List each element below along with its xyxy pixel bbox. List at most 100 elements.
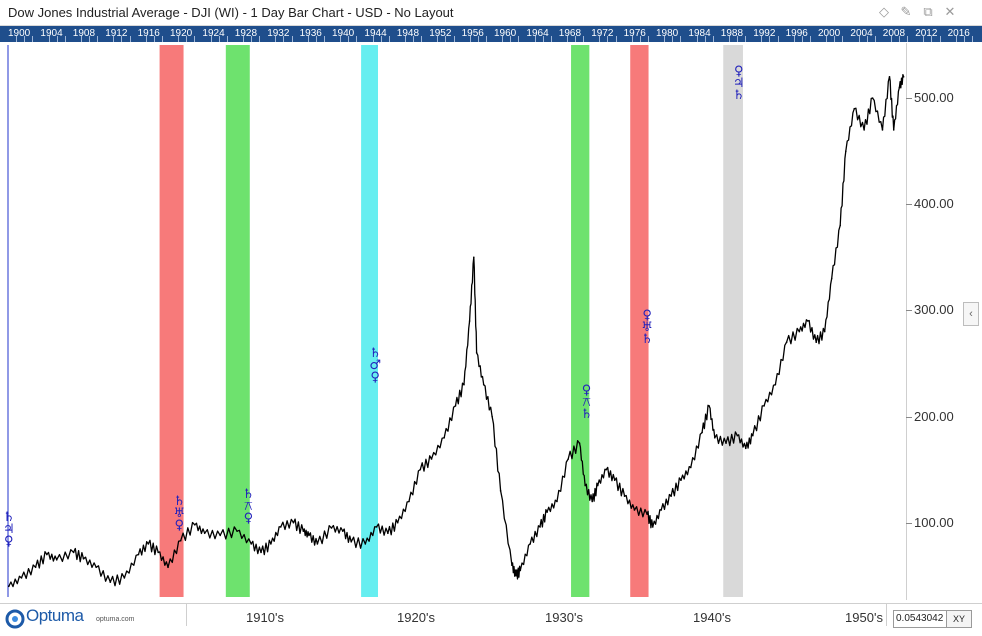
year-ruler[interactable]: 1900 1904 1908 1912 1916 1920 1924 1928 1932 1936… bbox=[0, 26, 982, 42]
ruler-tick bbox=[404, 36, 406, 42]
xy-button[interactable]: XY bbox=[946, 610, 972, 628]
y-axis-tick bbox=[906, 98, 912, 100]
price-point bbox=[387, 532, 389, 535]
ruler-year-label: 1928 bbox=[234, 28, 258, 39]
ruler-tick bbox=[866, 36, 868, 42]
astro-glyph[interactable]: ♅ bbox=[173, 506, 186, 522]
price-chart[interactable] bbox=[0, 43, 982, 603]
close-icon[interactable]: ✕ bbox=[944, 4, 956, 19]
price-point bbox=[219, 534, 221, 537]
astro-glyph[interactable]: ♀ bbox=[174, 518, 185, 534]
price-point bbox=[584, 484, 586, 487]
price-point bbox=[798, 330, 801, 333]
ruler-tick bbox=[145, 36, 147, 42]
ruler-tick bbox=[340, 36, 342, 42]
ruler-tick bbox=[761, 36, 763, 42]
price-point bbox=[701, 431, 703, 434]
astro-glyph[interactable]: ♀ bbox=[733, 64, 744, 80]
ruler-tick bbox=[874, 36, 876, 42]
ruler-tick bbox=[712, 36, 714, 42]
astro-glyph[interactable]: ♄ bbox=[732, 88, 745, 104]
astro-glyph[interactable]: ♃ bbox=[732, 76, 745, 92]
plot-area[interactable] bbox=[5, 43, 907, 600]
zoom-value-field[interactable]: 0.0543042 bbox=[893, 610, 947, 628]
ruler-tick bbox=[639, 36, 641, 42]
ruler-year-label: 1952 bbox=[429, 28, 452, 39]
price-point bbox=[774, 383, 777, 386]
price-point bbox=[725, 442, 727, 444]
ruler-tick bbox=[80, 36, 82, 42]
ruler-tick bbox=[186, 36, 188, 42]
ruler-tick bbox=[955, 36, 957, 42]
price-point bbox=[308, 534, 310, 537]
y-axis-label: 100.00 bbox=[914, 514, 954, 530]
price-series-line[interactable] bbox=[8, 73, 905, 588]
restore-icon[interactable]: ⧉ bbox=[923, 4, 933, 19]
ruler-tick bbox=[113, 36, 115, 42]
price-point bbox=[892, 129, 895, 131]
ruler-tick bbox=[502, 36, 504, 42]
astro-glyph[interactable]: ♄ bbox=[369, 345, 381, 361]
ruler-tick bbox=[599, 36, 601, 42]
astro-glyph[interactable]: ♄ bbox=[173, 494, 186, 510]
price-point bbox=[443, 436, 446, 439]
price-point bbox=[482, 383, 485, 386]
ruler-year-label: 1964 bbox=[526, 28, 549, 39]
astro-glyph[interactable]: ⚻ bbox=[244, 498, 253, 514]
highlight-band-cyan[interactable] bbox=[361, 45, 378, 597]
highlight-band-green[interactable] bbox=[225, 45, 250, 597]
ruler-tick bbox=[210, 36, 212, 42]
astro-glyph[interactable]: ♄ bbox=[242, 486, 255, 502]
pin-icon[interactable]: ✎ bbox=[900, 4, 912, 19]
price-point bbox=[902, 76, 905, 78]
price-point bbox=[744, 447, 747, 450]
highlight-band-red[interactable] bbox=[630, 45, 649, 597]
ruler-tick bbox=[575, 36, 576, 42]
ruler-year-label: 1996 bbox=[785, 28, 808, 39]
ruler-tick bbox=[194, 36, 196, 42]
astro-glyph[interactable]: ♅ bbox=[641, 320, 653, 336]
astro-glyph[interactable]: ♄ bbox=[641, 332, 653, 348]
highlight-band-gray[interactable] bbox=[723, 45, 743, 597]
astro-glyph[interactable]: ⚻ bbox=[582, 394, 591, 410]
ruler-year-label: 2016 bbox=[947, 28, 970, 39]
astro-glyph[interactable]: ♂ bbox=[369, 357, 381, 373]
ruler-tick bbox=[372, 36, 374, 42]
ruler-tick bbox=[971, 36, 973, 42]
highlight-band-green[interactable] bbox=[571, 45, 590, 597]
price-point bbox=[881, 129, 884, 131]
price-point bbox=[137, 553, 140, 556]
ruler-tick bbox=[899, 36, 900, 42]
price-point bbox=[646, 513, 648, 515]
ruler-year-label: 1948 bbox=[396, 28, 420, 39]
astro-glyph[interactable]: ♀ bbox=[243, 510, 254, 526]
ruler-tick bbox=[704, 36, 706, 42]
astro-glyph[interactable]: ♃ bbox=[2, 522, 15, 538]
price-point bbox=[279, 526, 282, 528]
side-panel-toggle[interactable]: ‹ bbox=[963, 302, 979, 326]
astro-glyph[interactable]: ♀ bbox=[642, 308, 652, 324]
price-point bbox=[651, 526, 654, 528]
diamond-icon[interactable]: ◇ bbox=[879, 4, 889, 19]
price-point bbox=[660, 509, 663, 511]
astro-glyph[interactable]: ♀ bbox=[581, 382, 592, 398]
astro-glyph[interactable]: ♄ bbox=[580, 406, 593, 422]
price-point bbox=[670, 495, 672, 497]
ruler-tick bbox=[680, 36, 682, 42]
ruler-tick bbox=[607, 36, 609, 42]
ruler-year-label: 1960 bbox=[494, 28, 517, 39]
price-point bbox=[853, 107, 856, 110]
astro-glyph[interactable]: ♄ bbox=[2, 510, 15, 526]
price-point bbox=[613, 479, 616, 482]
price-point bbox=[82, 557, 85, 560]
price-point bbox=[511, 564, 513, 566]
highlight-band-red[interactable] bbox=[159, 45, 184, 597]
ruler-tick bbox=[283, 36, 285, 42]
price-point bbox=[623, 495, 626, 497]
price-point bbox=[690, 466, 692, 469]
ruler-tick bbox=[413, 36, 414, 42]
astro-glyph[interactable]: ♀ bbox=[4, 534, 14, 550]
ruler-tick bbox=[518, 36, 520, 42]
astro-glyph[interactable]: ♀ bbox=[370, 369, 380, 385]
ruler-tick bbox=[121, 36, 123, 42]
